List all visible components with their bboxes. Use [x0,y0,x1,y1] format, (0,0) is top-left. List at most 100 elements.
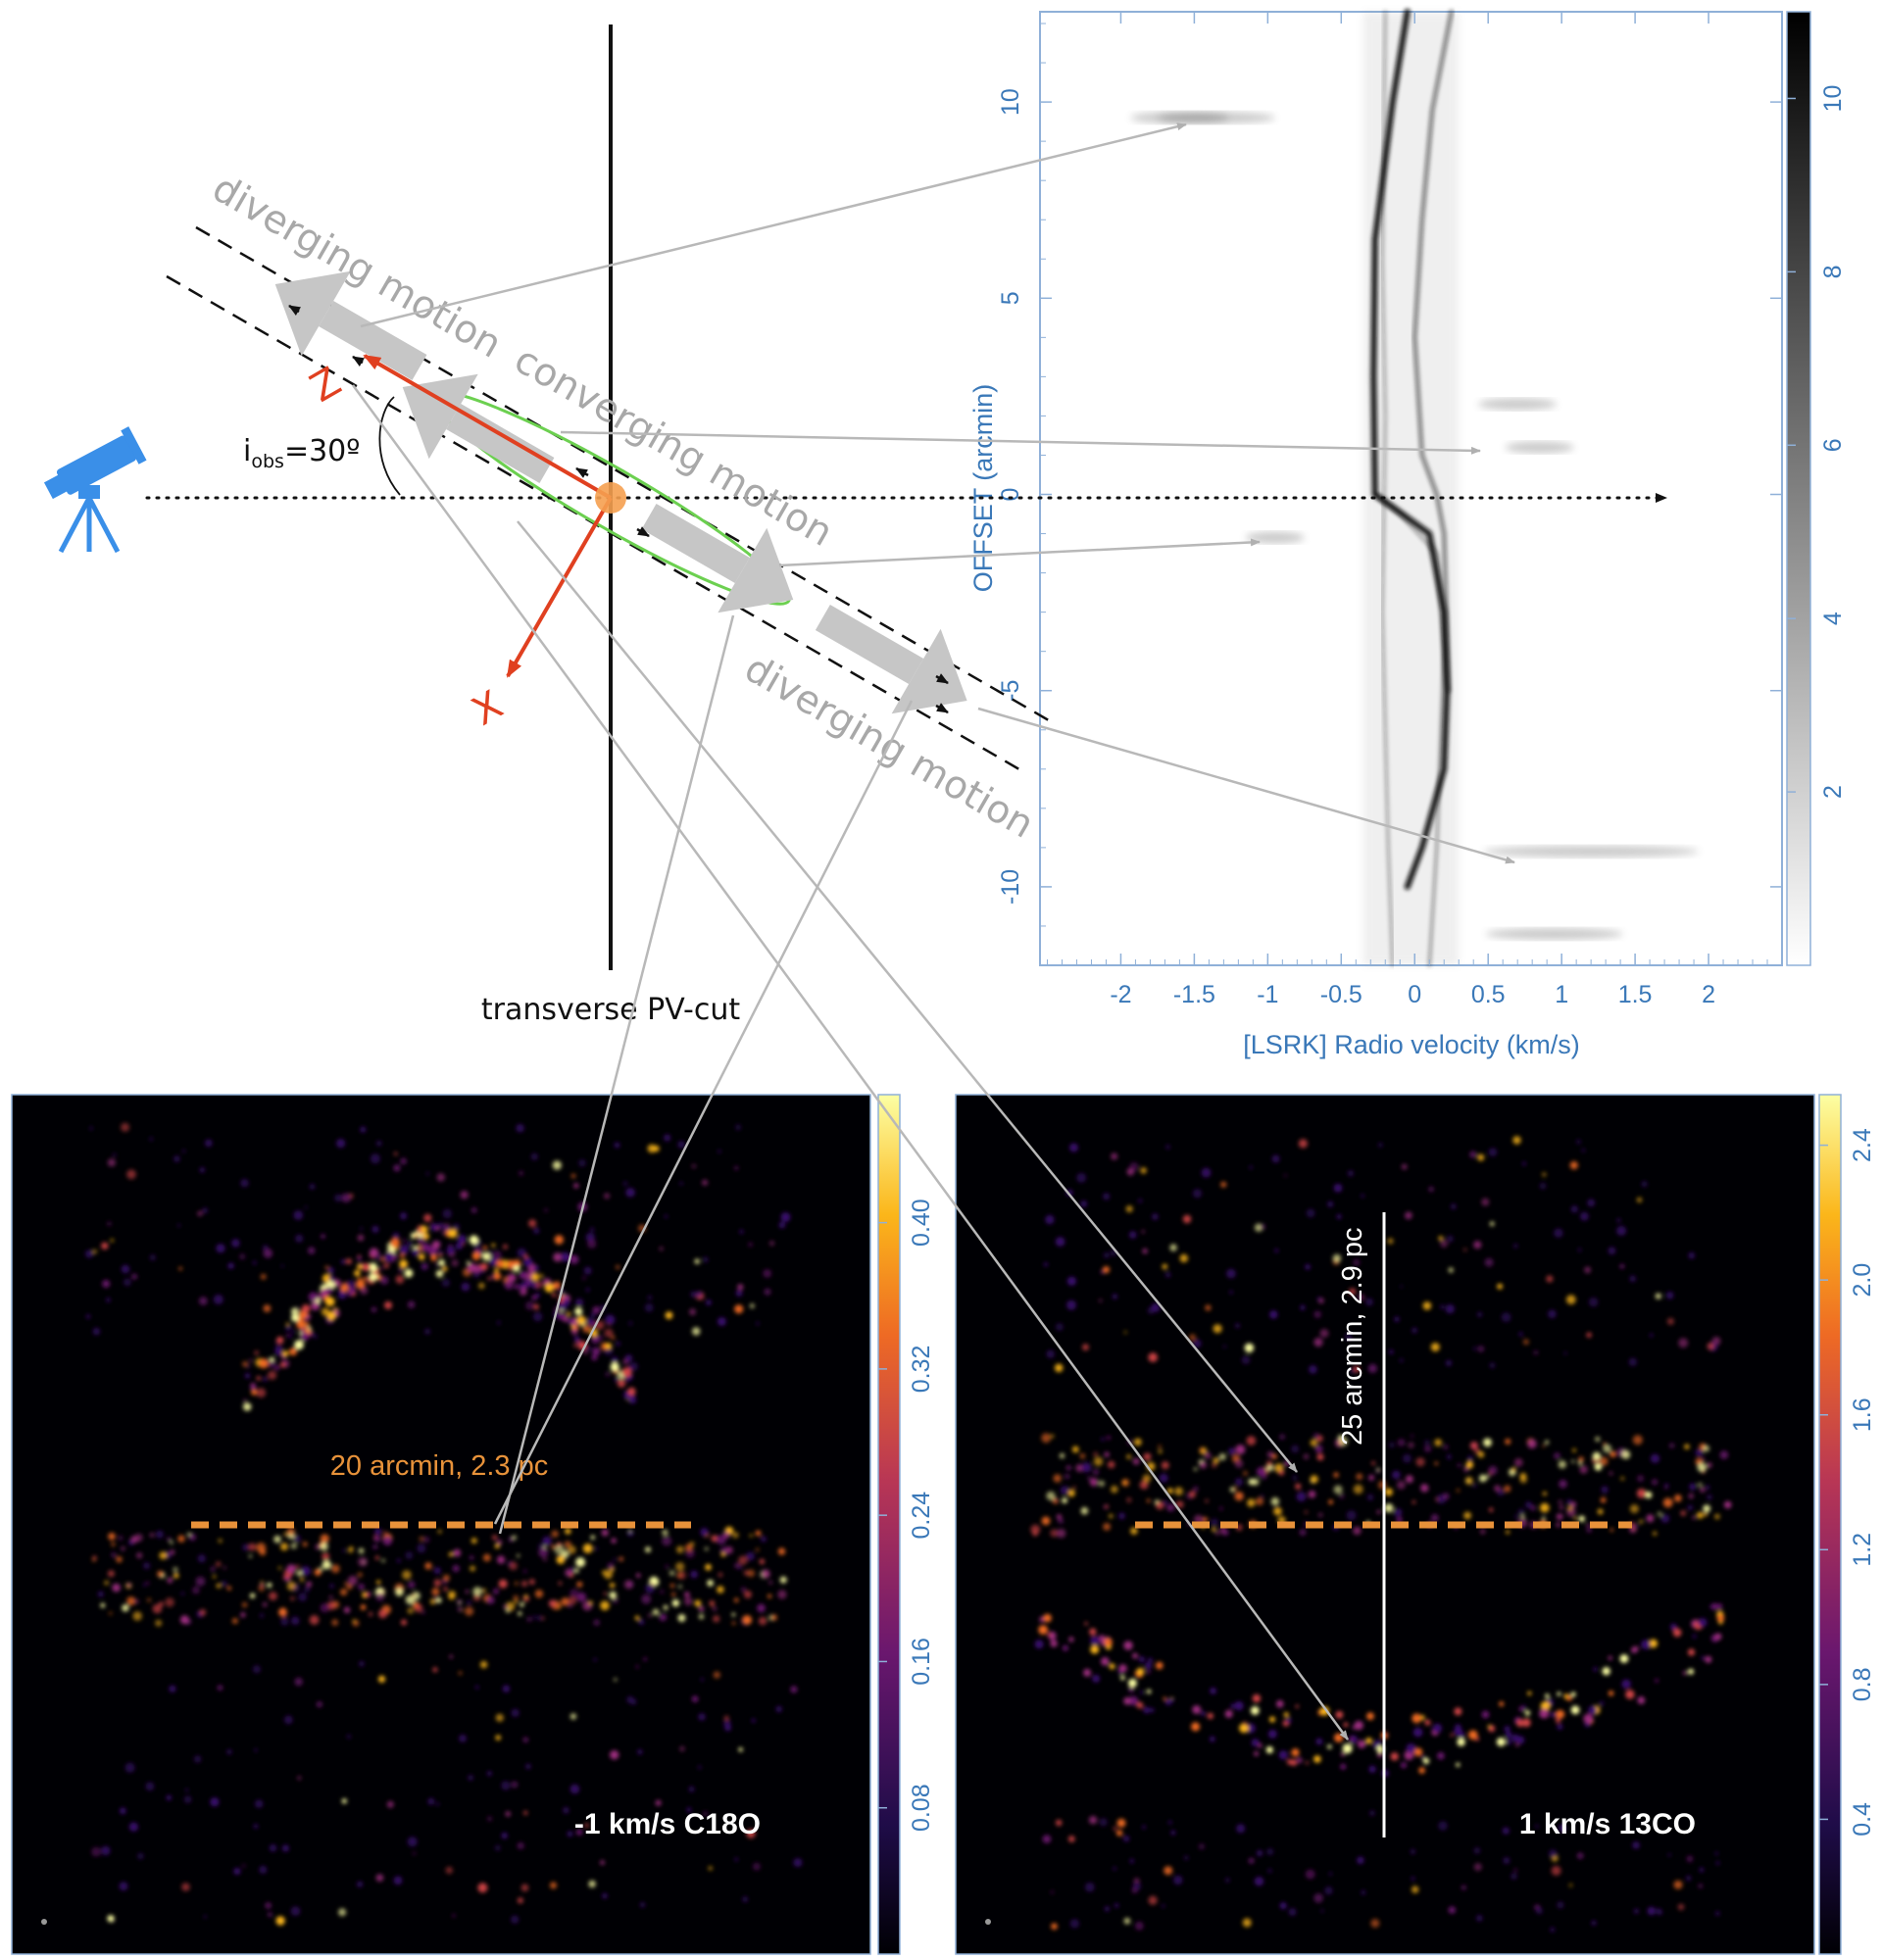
emission-clump [1540,1502,1550,1513]
emission-clump [567,1311,571,1316]
emission-clump [1101,1657,1110,1666]
emission-clump [1107,1436,1111,1440]
emission-clump [576,1592,586,1602]
emission-clump [412,1249,420,1256]
emission-clump [291,1586,295,1590]
emission-clump [1353,1526,1362,1536]
emission-clump [149,1254,156,1261]
emission-clump [723,1715,729,1721]
emission-clump [119,1882,128,1891]
emission-clump [491,1243,496,1248]
emission-clump [1389,1442,1395,1448]
emission-clump [1403,1453,1412,1463]
emission-clump [600,1600,610,1611]
emission-clump [1483,1438,1492,1447]
emission-clump [344,1582,348,1586]
emission-clump [1081,1462,1092,1473]
emission-clump [501,1832,508,1839]
emission-clump [1445,1304,1455,1314]
emission-clump [645,1546,651,1553]
emission-clump [623,1580,634,1590]
emission-clump [1055,1497,1059,1501]
emission-clump [1710,1603,1718,1610]
emission-clump [1158,1445,1162,1448]
emission-clump [1376,1745,1384,1753]
emission-clump [1193,1467,1198,1471]
emission-clump [471,1251,481,1260]
emission-clump [614,1377,619,1382]
emission-clump [574,1568,579,1574]
emission-clump [1515,1742,1519,1747]
emission-clump [433,1579,442,1587]
emission-clump [594,1546,599,1551]
emission-clump [538,1547,549,1558]
emission-clump [166,1794,172,1801]
emission-clump [340,1284,349,1293]
emission-clump [1479,1474,1487,1483]
emission-clump [1609,1471,1613,1476]
map-cb-tick-label: 0.4 [1849,1802,1876,1837]
emission-clump [1189,1334,1196,1342]
emission-clump [285,1326,290,1331]
emission-clump [1044,1262,1048,1267]
emission-clump [1089,1628,1097,1636]
pv-ytick-label: 5 [997,291,1024,305]
emission-clump [583,1266,592,1275]
emission-clump [1367,1363,1377,1373]
emission-clump [1392,1470,1401,1480]
emission-clump [1705,1485,1710,1491]
emission-clump [1686,1855,1694,1863]
emission-clump [1559,1505,1564,1510]
emission-clump [1557,1691,1561,1696]
emission-clump [414,1234,419,1238]
emission-clump [570,1173,576,1179]
emission-clump [1101,1437,1105,1442]
emission-clump [761,1536,767,1543]
emission-clump [340,1589,348,1596]
emission-clump [1118,1512,1125,1520]
emission-clump [1050,1640,1058,1647]
pv-cb-tick-label: 2 [1819,785,1847,799]
emission-clump [1699,1867,1705,1873]
emission-clump [519,1271,526,1279]
emission-clump [1123,1696,1131,1705]
emission-clump [226,1586,231,1591]
emission-clump [525,1300,535,1310]
emission-clump [586,1346,592,1351]
emission-clump [1333,1485,1343,1494]
emission-clump [1092,1675,1100,1683]
emission-clump [703,1811,708,1817]
emission-clump [600,1860,605,1865]
emission-clump [625,1378,630,1382]
emission-clump [1581,1149,1586,1152]
emission-clump [1396,1516,1403,1523]
emission-clump [1271,1154,1280,1163]
emission-clump [742,1615,752,1625]
emission-clump [769,1241,774,1247]
map-right-colorbar [1818,1094,1842,1955]
emission-clump [1131,1886,1138,1893]
map-cb-tick-label: 0.32 [908,1346,935,1394]
emission-clump [790,1686,798,1693]
emission-clump [467,1260,470,1265]
emission-clump [1030,1524,1041,1535]
emission-clump [684,1592,690,1597]
emission-clump [1504,1726,1511,1733]
emission-clump [358,1547,365,1554]
emission-clump [1389,1349,1394,1354]
pv-xtick-label: -1.5 [1173,981,1215,1008]
emission-clump [240,1179,249,1188]
emission-clump [734,1165,739,1170]
emission-clump [1535,1824,1539,1829]
emission-clump [276,1336,284,1345]
emission-clump [329,1584,334,1589]
emission-clump [1542,1172,1547,1177]
emission-clump [692,1327,701,1336]
emission-clump [1555,1718,1560,1723]
emission-clump [1173,1875,1183,1886]
emission-clump [1300,1304,1306,1310]
emission-clump [293,1535,301,1544]
emission-clump [1511,1467,1516,1472]
emission-clump [777,1547,786,1555]
emission-clump [359,1227,364,1231]
